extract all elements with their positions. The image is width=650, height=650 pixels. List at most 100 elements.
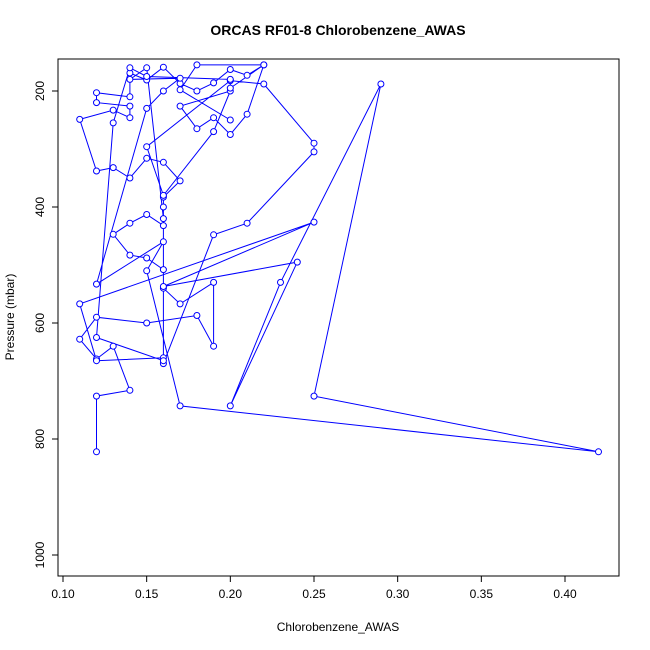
data-point — [93, 392, 100, 400]
data-point — [210, 231, 218, 239]
data-point — [310, 139, 318, 147]
y-tick-label: 200 — [33, 81, 47, 101]
data-point — [109, 230, 117, 238]
data-point — [159, 238, 167, 246]
plot-area — [76, 61, 602, 456]
data-point — [260, 80, 268, 88]
x-tick-label: 0.15 — [135, 587, 159, 601]
x-tick-label: 0.10 — [51, 587, 75, 601]
x-tick-label: 0.30 — [386, 587, 410, 601]
data-point — [126, 251, 134, 259]
data-point — [93, 313, 100, 321]
data-point — [159, 203, 167, 211]
data-point — [126, 93, 134, 101]
data-point — [143, 254, 151, 262]
data-point — [126, 114, 134, 122]
data-point — [210, 128, 218, 136]
data-point — [93, 89, 100, 97]
data-point — [226, 116, 234, 124]
data-point — [159, 266, 167, 274]
series-line — [79, 63, 599, 453]
data-point — [93, 334, 100, 341]
data-point — [210, 79, 218, 87]
data-point — [226, 131, 234, 138]
data-point — [126, 102, 134, 110]
data-point — [126, 75, 134, 83]
data-point — [93, 357, 100, 365]
data-point — [93, 167, 100, 175]
y-axis-label: Pressure (mbar) — [3, 274, 17, 361]
data-point — [210, 278, 218, 286]
data-point — [76, 335, 84, 343]
data-point — [310, 218, 318, 226]
data-point — [226, 84, 234, 92]
data-point — [226, 66, 234, 73]
x-tick-label: 0.40 — [553, 587, 577, 601]
data-point — [176, 300, 184, 308]
data-point — [159, 63, 167, 71]
x-tick-label: 0.35 — [470, 587, 494, 601]
data-point — [243, 219, 251, 227]
data-point — [193, 87, 201, 95]
data-point — [193, 312, 201, 319]
data-point — [143, 211, 151, 218]
data-point — [210, 114, 218, 122]
data-point — [310, 148, 318, 156]
data-point — [159, 191, 167, 199]
data-point — [126, 64, 134, 72]
y-axis: 200 400 600 800 1000 — [33, 81, 58, 568]
data-point — [193, 61, 201, 69]
data-point — [260, 61, 268, 69]
chart-title: ORCAS RF01-8 Chlorobenzene_AWAS — [210, 22, 465, 38]
data-point — [159, 357, 167, 365]
data-point — [126, 174, 134, 182]
x-tick-label: 0.25 — [302, 587, 326, 601]
data-point — [143, 64, 151, 72]
data-point — [176, 86, 184, 94]
data-point — [176, 402, 184, 410]
data-point — [126, 386, 134, 394]
data-point — [176, 102, 184, 110]
data-point — [226, 402, 234, 410]
y-tick-label: 800 — [33, 429, 47, 449]
data-point — [143, 143, 151, 151]
data-point — [293, 258, 301, 266]
data-point — [109, 342, 117, 350]
data-point — [126, 219, 134, 227]
x-tick-label: 0.20 — [219, 587, 243, 601]
data-point — [109, 119, 117, 127]
data-point — [143, 267, 151, 275]
data-point — [143, 319, 151, 327]
data-point — [193, 125, 201, 133]
y-tick-label: 400 — [33, 197, 47, 217]
data-point — [93, 448, 100, 456]
x-axis-label: Chlorobenzene_AWAS — [277, 620, 400, 634]
data-point — [277, 278, 284, 286]
data-point — [210, 342, 218, 350]
data-point — [310, 392, 318, 400]
data-point — [143, 73, 151, 80]
data-point — [143, 104, 151, 112]
data-point — [76, 115, 84, 123]
y-tick-label: 1000 — [33, 541, 47, 568]
data-point — [176, 177, 184, 185]
data-point — [109, 106, 117, 114]
data-point — [159, 283, 167, 290]
data-point — [93, 99, 100, 107]
data-point — [595, 448, 602, 456]
data-point — [377, 80, 385, 88]
data-point — [76, 300, 84, 308]
data-point — [226, 75, 234, 83]
y-tick-label: 600 — [33, 313, 47, 333]
data-point — [243, 110, 251, 118]
plot-frame — [57, 58, 620, 577]
x-axis: 0.10 0.15 0.20 0.25 0.30 0.35 0.40 — [51, 576, 577, 601]
data-point — [243, 71, 251, 79]
data-point — [159, 87, 167, 95]
data-point — [93, 280, 100, 288]
data-point — [143, 154, 151, 162]
data-point — [159, 158, 167, 166]
data-point — [176, 74, 184, 82]
data-point — [159, 215, 167, 223]
